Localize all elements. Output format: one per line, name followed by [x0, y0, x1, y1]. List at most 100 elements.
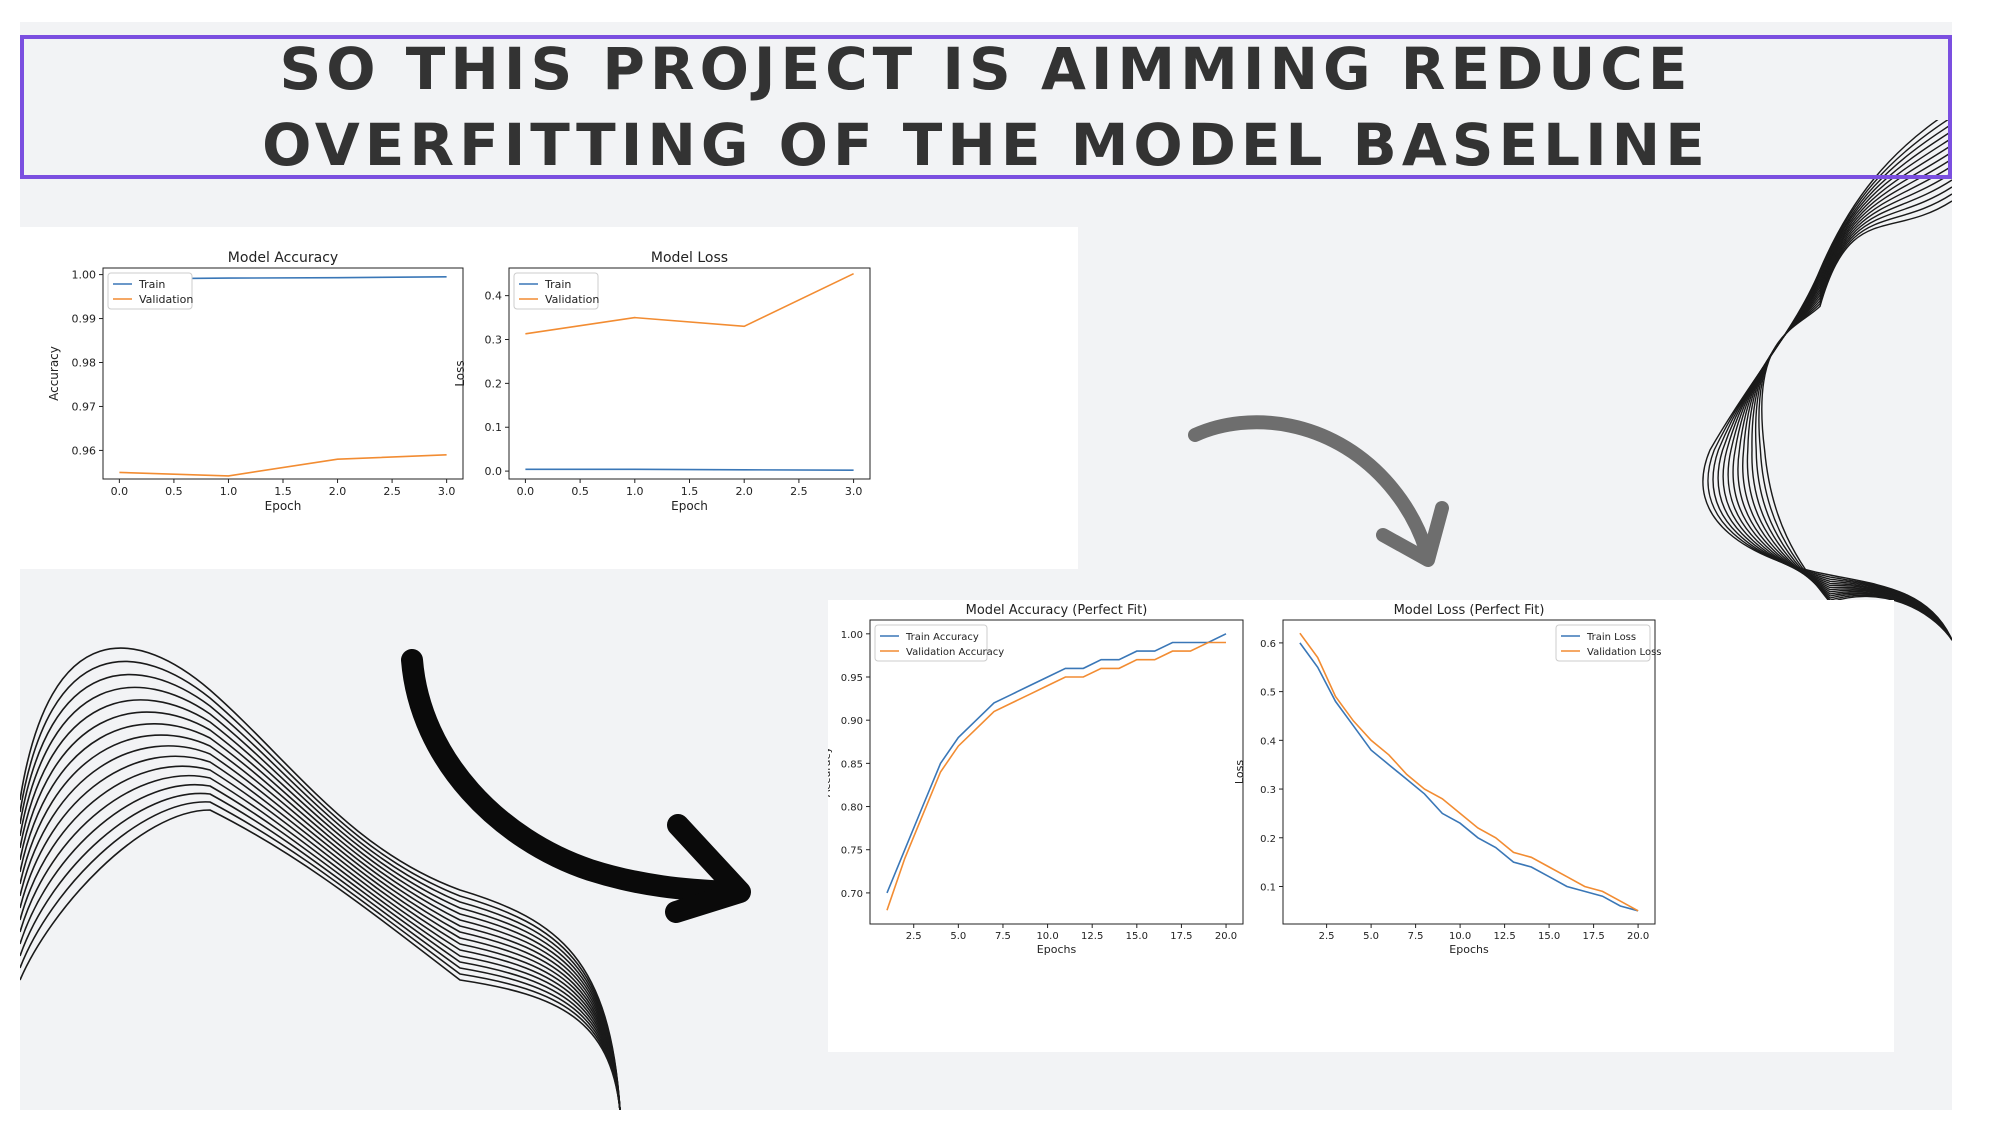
wave-line — [20, 801, 621, 1110]
x-tick-label: 20.0 — [1627, 931, 1649, 942]
perfect-fit-charts-panel: Model Accuracy (Perfect Fit) 2.5 5.0 7.5 10.… — [820, 600, 1894, 1052]
x-tick-label: 0.0 — [517, 485, 535, 498]
x-tick-label: 2.0 — [329, 485, 347, 498]
x-axis-label: Epoch — [265, 499, 302, 513]
x-tick-label: 1.0 — [220, 485, 238, 498]
y-tick-label: 0.4 — [1260, 736, 1276, 747]
wave-line — [20, 774, 621, 1110]
x-tick-label: 0.0 — [111, 485, 129, 498]
y-axis-label: Loss — [1233, 760, 1246, 784]
y-tick-label: 0.98 — [72, 357, 97, 370]
series-line-0 — [886, 633, 1227, 894]
y-tick-label: 0.95 — [841, 673, 863, 684]
wave-line — [1761, 200, 1952, 641]
wave-line — [20, 792, 621, 1110]
x-tick-label: 3.0 — [438, 485, 456, 498]
legend-box — [513, 272, 599, 310]
chart-title: Model Loss (Perfect Fit) — [1394, 603, 1545, 618]
chart-model-loss-perfect-fit: Model Loss (Perfect Fit) 2.5 5.0 7.5 10.0 12.… — [1233, 603, 1662, 956]
wave-line — [1742, 165, 1952, 641]
x-tick-label: 1.5 — [274, 485, 292, 498]
x-tick-label: 15.0 — [1538, 931, 1560, 942]
y-tick-label: 0.99 — [72, 313, 97, 326]
x-axis-label: Epochs — [1037, 943, 1077, 956]
x-axis-label: Epoch — [671, 499, 708, 513]
legend-box — [107, 272, 193, 310]
legend-label: Train Loss — [1586, 632, 1636, 643]
wave-line — [1758, 193, 1952, 641]
wave-line — [20, 723, 621, 1110]
series-line-0 — [525, 468, 854, 471]
legend-label: Train — [544, 278, 571, 291]
wave-lines-right-decoration — [1702, 120, 1952, 641]
legend-box — [1555, 624, 1651, 662]
y-tick-label: 1.00 — [841, 630, 863, 641]
y-tick-label: 0.6 — [1260, 639, 1276, 650]
x-tick-label: 0.5 — [165, 485, 183, 498]
x-tick-label: 2.5 — [790, 485, 808, 498]
wave-line — [1746, 172, 1952, 641]
wave-line — [20, 699, 621, 1110]
legend-label: Validation — [139, 293, 193, 306]
series-line-1 — [119, 454, 447, 477]
chart-title: Model Loss — [651, 250, 728, 266]
chart-title: Model Accuracy (Perfect Fit) — [966, 603, 1148, 618]
y-tick-label: 0.2 — [485, 377, 503, 390]
x-tick-label: 1.5 — [681, 485, 699, 498]
page-title: SO THIS PROJECT IS AIMMING REDUCE OVERFI… — [262, 35, 1710, 179]
x-tick-label: 0.5 — [571, 485, 589, 498]
legend-label: Validation — [545, 293, 599, 306]
x-tick-label: 5.0 — [1363, 931, 1379, 942]
x-tick-label: 10.0 — [1449, 931, 1471, 942]
wave-line — [1717, 130, 1952, 641]
wave-lines-left-decoration — [20, 647, 621, 1110]
x-tick-label: 2.5 — [906, 931, 922, 942]
plot-frame — [869, 619, 1244, 925]
y-tick-label: 1.00 — [72, 269, 97, 282]
y-tick-label: 0.0 — [485, 465, 503, 478]
x-axis-label: Epochs — [1449, 943, 1489, 956]
chart-model-accuracy-perfect-fit: Model Accuracy (Perfect Fit) 2.5 5.0 7.5 10.… — [820, 603, 1244, 956]
baseline-charts-svg: Model Accuracy 0.0 0.5 1.0 1.5 2.0 2.5 3.0 0.96 0… — [47, 250, 871, 513]
x-tick-label: 17.5 — [1582, 931, 1604, 942]
x-tick-label: 1.0 — [626, 485, 644, 498]
x-tick-label: 2.5 — [1319, 931, 1335, 942]
curved-arrow-gray-icon — [1188, 415, 1449, 567]
y-axis-label: Loss — [453, 360, 467, 386]
y-tick-label: 0.1 — [1260, 882, 1276, 893]
x-tick-label: 5.0 — [950, 931, 966, 942]
series-line-1 — [525, 272, 854, 335]
y-tick-label: 0.75 — [841, 846, 863, 857]
wave-line — [20, 783, 621, 1110]
y-tick-label: 0.4 — [485, 290, 503, 303]
chart-model-loss: Model Loss 0.0 0.5 1.0 1.5 2.0 2.5 3.0 0.0 0.1 0.2… — [453, 250, 871, 513]
baseline-charts-panel: Model Accuracy 0.0 0.5 1.0 1.5 2.0 2.5 3.0 0.96 0… — [20, 227, 1078, 569]
chart-model-accuracy: Model Accuracy 0.0 0.5 1.0 1.5 2.0 2.5 3.0 0.96 0… — [47, 250, 464, 513]
y-tick-label: 0.3 — [485, 334, 503, 347]
title-banner: SO THIS PROJECT IS AIMMING REDUCE OVERFI… — [20, 35, 1952, 179]
wave-line — [1727, 144, 1952, 641]
wave-line — [20, 711, 621, 1110]
wave-line — [20, 686, 621, 1110]
y-tick-label: 0.5 — [1260, 688, 1276, 699]
wave-line — [20, 647, 621, 1110]
x-tick-label: 10.0 — [1036, 931, 1058, 942]
y-tick-label: 0.3 — [1260, 785, 1276, 796]
wave-line — [1712, 123, 1952, 641]
y-axis-label: Accuracy — [47, 346, 61, 401]
wave-line — [20, 745, 621, 1110]
wave-line — [20, 660, 621, 1110]
wave-line — [1722, 137, 1952, 641]
chart-title: Model Accuracy — [228, 250, 338, 266]
wave-line — [1737, 158, 1952, 641]
y-axis-label: Accuracy — [828, 746, 833, 797]
x-tick-label: 2.5 — [383, 485, 401, 498]
legend-label: Train Accuracy — [905, 632, 979, 643]
perfect-fit-charts-svg: Model Accuracy (Perfect Fit) 2.5 5.0 7.5 10.… — [820, 603, 1662, 956]
wave-line — [1751, 179, 1952, 641]
wave-line — [20, 809, 621, 1110]
legend-box — [874, 624, 988, 662]
wave-line — [20, 673, 621, 1110]
y-tick-label: 0.2 — [1260, 834, 1276, 845]
wave-line — [20, 734, 621, 1110]
